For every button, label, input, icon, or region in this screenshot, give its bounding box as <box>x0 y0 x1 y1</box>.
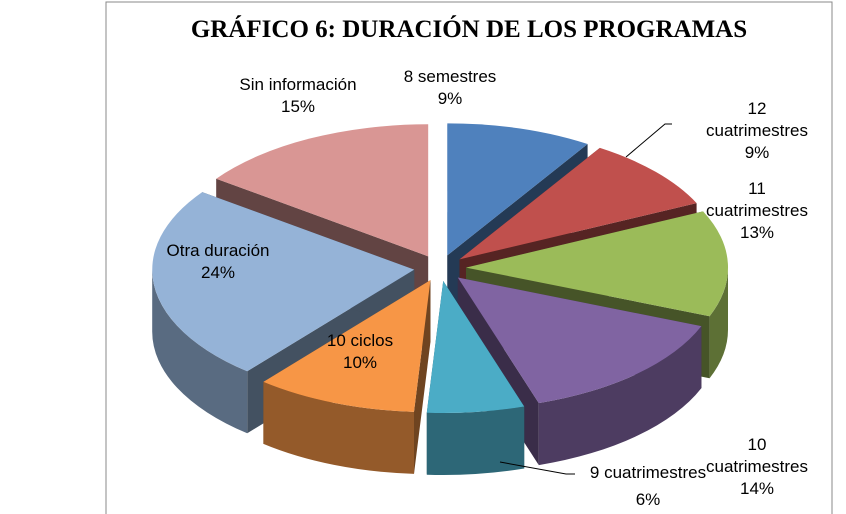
chart-border <box>105 1 833 514</box>
leader-line <box>625 123 672 158</box>
slice-wall <box>426 406 525 475</box>
slice <box>457 277 702 404</box>
slice <box>426 280 525 413</box>
slice-value-label: 10% <box>342 353 378 372</box>
slice-value-label: 14% <box>739 479 775 498</box>
slice-wall <box>152 269 248 434</box>
slice-value-label: 9% <box>744 143 770 162</box>
slice-wall <box>263 381 414 474</box>
slice-label: 11 cuatrimestres <box>705 179 809 220</box>
slice-label: Sin información <box>239 75 357 94</box>
slice-value-label: 6% <box>635 490 661 509</box>
slice <box>465 211 729 317</box>
slice-wall <box>709 267 728 379</box>
slice <box>447 123 588 256</box>
slice-value-label: 9% <box>437 89 463 108</box>
slice-label: 12 cuatrimestres <box>705 99 809 140</box>
chart-title: GRÁFICO 6: DURACIÓN DE LOS PROGRAMAS <box>190 16 748 43</box>
slice-label: 10 cuatrimestres <box>705 435 809 476</box>
slice <box>152 192 415 372</box>
slice-label: 10 ciclos <box>326 331 394 350</box>
leader-line <box>499 461 575 475</box>
slice-value-label: 15% <box>280 97 316 116</box>
slice <box>459 147 697 260</box>
slice <box>263 280 431 412</box>
slice-value-label: 24% <box>200 263 236 282</box>
slice-value-label: 13% <box>739 223 775 242</box>
slice-label: Otra duración <box>166 241 270 260</box>
slice-wall <box>538 326 702 466</box>
slice-label: 9 cuatrimestres <box>589 463 707 482</box>
slice-label: 8 semestres <box>403 67 497 86</box>
slice <box>216 124 429 257</box>
